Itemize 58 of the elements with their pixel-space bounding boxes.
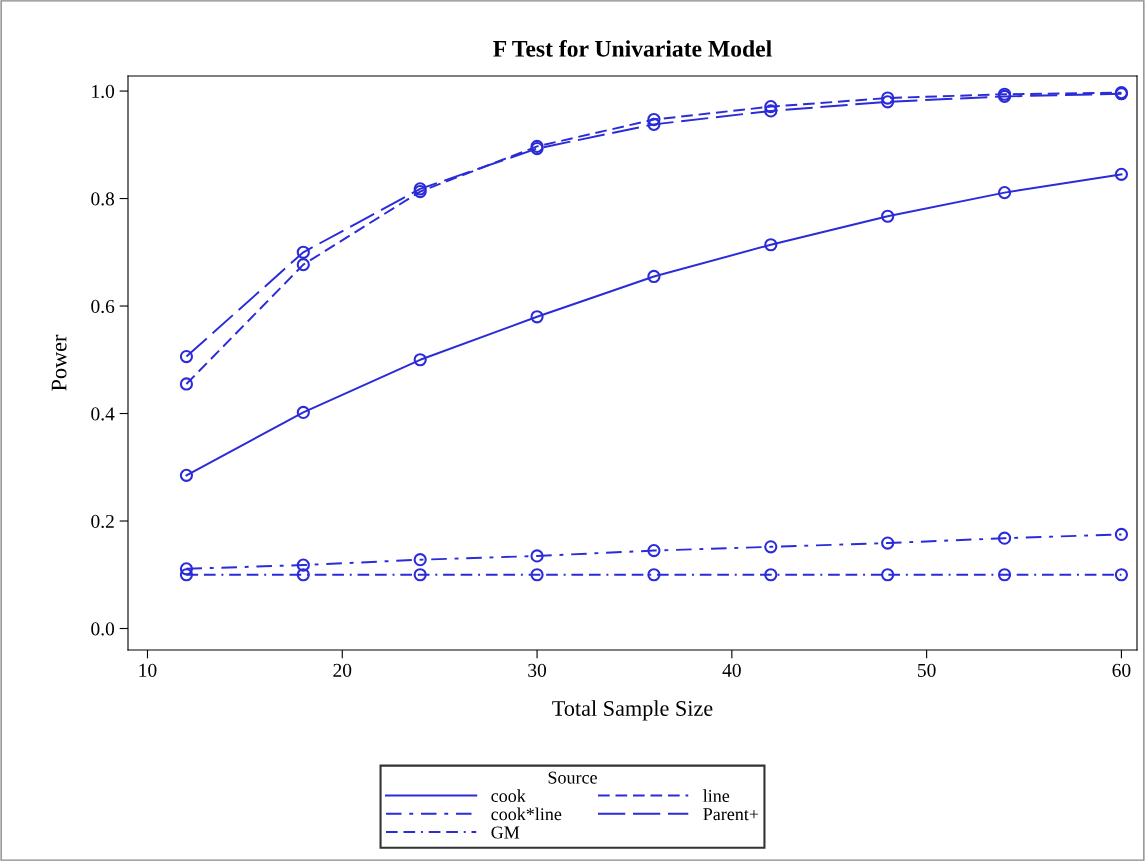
x-tick-label: 30: [528, 663, 547, 677]
y-tick-label: 0.8: [91, 192, 115, 206]
chart-title: F Test for Univariate Model: [493, 39, 772, 57]
legend-label: GM: [491, 826, 520, 839]
point: [764, 238, 778, 252]
point: [179, 377, 194, 391]
x-tick-label: 40: [722, 663, 741, 677]
point: [296, 558, 310, 572]
x-tick-label: 60: [1112, 663, 1131, 677]
point: [296, 245, 310, 259]
point: [530, 568, 544, 582]
point: [881, 536, 895, 550]
point: [647, 269, 661, 284]
point: [413, 568, 427, 582]
y-axis-title: Power: [51, 334, 67, 391]
point: [647, 543, 661, 558]
point: [647, 112, 661, 127]
legend-title: Source: [548, 771, 597, 784]
point: [997, 568, 1012, 582]
point: [530, 549, 544, 563]
point: [530, 310, 544, 324]
y-tick-label: 0.6: [91, 299, 115, 314]
point: [997, 531, 1012, 545]
point: [764, 568, 778, 582]
y-tick-label: 0.0: [91, 622, 115, 636]
x-axis-title: Total Sample Size: [552, 700, 713, 721]
point: [179, 568, 194, 582]
point: [1114, 167, 1129, 181]
point: [179, 562, 194, 576]
y-tick-label: 0.4: [91, 407, 115, 421]
point: [997, 186, 1012, 200]
point: [1114, 527, 1129, 542]
point: [179, 349, 194, 364]
x-tick-label: 10: [139, 663, 157, 677]
point: [881, 568, 895, 582]
y-tick-label: 1.0: [92, 84, 115, 99]
point: [296, 568, 310, 582]
legend-label: cook: [491, 789, 526, 802]
point: [413, 553, 427, 567]
legend-label: line: [703, 789, 730, 802]
point: [881, 95, 895, 109]
point: [179, 468, 194, 482]
x-tick-label: 20: [333, 663, 352, 677]
legend-label: cook*line: [491, 807, 562, 821]
point: [647, 568, 661, 582]
point: [647, 117, 661, 131]
point: [296, 405, 310, 420]
point: [296, 258, 310, 272]
point: [881, 91, 895, 105]
y-tick-label: 0.2: [91, 514, 114, 529]
legend-label: Parent+: [703, 808, 759, 821]
point: [764, 104, 778, 118]
point: [881, 209, 895, 223]
point: [764, 100, 778, 114]
x-tick-label: 50: [918, 663, 936, 677]
point: [413, 353, 427, 367]
point: [764, 540, 778, 554]
point: [1114, 568, 1129, 582]
